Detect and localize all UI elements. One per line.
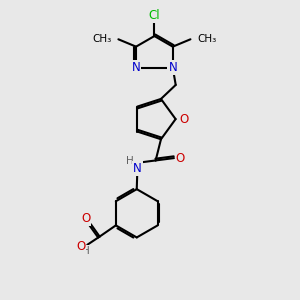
Text: N: N	[132, 61, 140, 74]
Text: N: N	[168, 61, 177, 74]
Text: CH₃: CH₃	[197, 34, 216, 44]
Text: CH₃: CH₃	[93, 34, 112, 44]
Text: O: O	[81, 212, 90, 225]
Text: H: H	[82, 246, 90, 256]
Text: N: N	[133, 162, 142, 175]
Text: Cl: Cl	[148, 9, 160, 22]
Text: O: O	[176, 152, 185, 165]
Text: O: O	[179, 112, 188, 126]
Text: O: O	[76, 240, 86, 253]
Text: H: H	[126, 156, 134, 166]
